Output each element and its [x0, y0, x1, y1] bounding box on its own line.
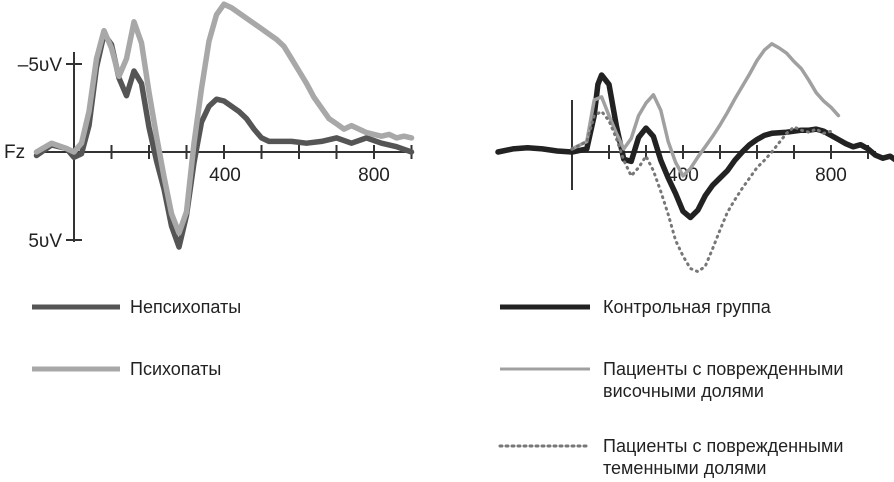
legend-label-temporal-line1: Пациенты с поврежденными [603, 359, 843, 379]
left-legend: Непсихопаты Психопаты [32, 297, 241, 379]
legend-label-parietal: Пациенты с поврежденными теменными долям… [603, 436, 848, 478]
legend-label-psychopaths: Психопаты [130, 359, 221, 379]
left-x-tick-label-800: 800 [358, 165, 390, 186]
right-series-group [495, 42, 894, 274]
left-y-label-pos5: 5υV [28, 231, 62, 252]
left-series-group [33, 1, 415, 250]
legend-label-control: Контрольная группа [603, 297, 772, 317]
left-y-label-neg5: –5υV [18, 55, 63, 76]
right-panel: 400 800 [495, 42, 894, 274]
right-legend: Контрольная группа Пациенты с поврежденн… [498, 297, 848, 478]
legend-label-temporal-line2: височными долями [603, 381, 764, 401]
legend-label-parietal-line2: теменными долями [603, 458, 767, 478]
right-x-tick-label-800: 800 [815, 165, 847, 186]
left-series-line-2 [33, 1, 415, 236]
legend-label-parietal-line1: Пациенты с поврежденными [603, 436, 843, 456]
right-series-line-3 [570, 109, 833, 274]
left-panel: –5υV 5υV Fz 400 800 [4, 1, 415, 252]
left-channel-label: Fz [4, 142, 25, 163]
legend-label-temporal: Пациенты с поврежденными височными долям… [603, 359, 848, 401]
right-series-line-2 [570, 42, 841, 178]
right-series-line-1 [495, 72, 894, 221]
left-x-tick-label-400: 400 [209, 165, 241, 186]
legend-label-nonpsychopaths: Непсихопаты [130, 297, 241, 317]
